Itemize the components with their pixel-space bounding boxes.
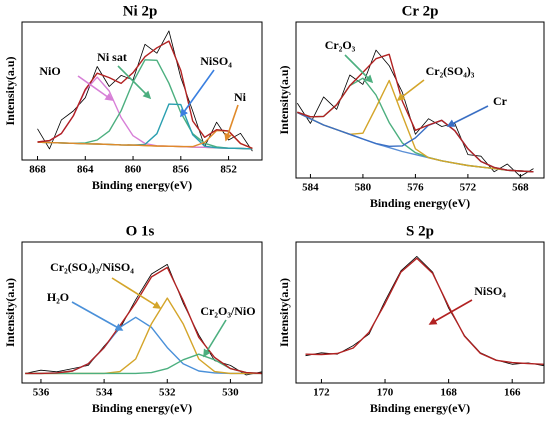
x-axis-label: Binding energy(eV) <box>92 178 192 192</box>
x-tick-label: 572 <box>460 182 477 194</box>
data-line <box>25 264 263 376</box>
y-axis-label: Intensity(a.u) <box>277 65 291 134</box>
panel-title: O 1s <box>126 223 155 239</box>
x-tick-label: 856 <box>173 164 190 176</box>
annotation: Cr₂O₃/NiO <box>200 304 255 318</box>
data-line <box>25 266 263 375</box>
x-tick-label: 536 <box>33 387 50 399</box>
annotation: Cr₂O₃ <box>325 38 356 52</box>
data-line <box>297 111 534 173</box>
data-line <box>305 257 545 365</box>
data-line <box>37 129 253 150</box>
data-line <box>25 353 263 375</box>
annotation: Cr₂(SO₄)₃/NiSO₄ <box>50 260 134 274</box>
plot-frame <box>295 241 545 384</box>
plot-frame <box>295 21 545 179</box>
data-line <box>25 316 262 375</box>
x-tick-label: 852 <box>220 164 237 176</box>
x-tick-label: 172 <box>313 387 330 399</box>
x-axis-label: Binding energy(eV) <box>370 196 470 210</box>
data-line <box>296 49 534 177</box>
annotation-arrow <box>446 105 489 127</box>
panel: Ni 2p 868 864 860 856 852 Binding energy(eV) In… <box>3 3 263 192</box>
annotation-arrow <box>77 75 114 101</box>
y-axis-label: Intensity(a.u) <box>3 278 17 347</box>
panel: S 2p 172 170 168 166 Binding energy(eV) Intens… <box>277 223 545 415</box>
annotation: Cr₂(SO₄)₃ <box>426 64 475 78</box>
plot-frame <box>21 241 263 384</box>
data-line <box>37 59 253 150</box>
panel-title: Ni 2p <box>123 3 158 19</box>
x-tick-label: 868 <box>29 164 46 176</box>
x-tick-label: 534 <box>96 387 113 399</box>
annotation-arrow <box>428 299 473 325</box>
data-line <box>297 77 534 173</box>
panel-title: S 2p <box>406 223 434 239</box>
x-tick-label: 864 <box>77 164 94 176</box>
x-tick-label: 568 <box>512 182 529 194</box>
panel: O 1s 536 534 532 530 Binding energy(eV) Intens… <box>3 223 263 415</box>
panel-title: Cr 2p <box>402 3 439 19</box>
annotation: H₂O <box>47 290 69 304</box>
data-line <box>37 40 253 150</box>
x-tick-label: 860 <box>125 164 142 176</box>
annotation: Cr <box>493 94 508 108</box>
x-axis-label: Binding energy(eV) <box>92 401 192 415</box>
x-tick-label: 168 <box>440 387 457 399</box>
x-tick-label: 576 <box>407 182 424 194</box>
annotation: Ni <box>234 90 247 104</box>
y-axis-label: Intensity(a.u) <box>3 56 17 125</box>
data-line <box>37 30 253 152</box>
annotation: NiSO₄ <box>200 54 232 68</box>
annotation: Ni sat <box>97 50 127 64</box>
x-tick-label: 170 <box>377 387 394 399</box>
x-axis-label: Binding energy(eV) <box>370 401 470 415</box>
annotation-arrow <box>180 69 215 118</box>
x-tick-label: 584 <box>302 182 319 194</box>
x-tick-label: 530 <box>222 387 239 399</box>
y-axis-label: Intensity(a.u) <box>277 278 291 347</box>
panel: Cr 2p 584 580 576 572 568 Binding energy(eV) In… <box>277 3 545 210</box>
annotation: NiSO₄ <box>474 284 506 298</box>
x-tick-label: 166 <box>504 387 521 399</box>
annotation-arrow <box>344 54 374 84</box>
annotation-arrow <box>224 104 239 142</box>
annotation-arrow <box>111 277 162 309</box>
x-tick-label: 580 <box>355 182 372 194</box>
annotation: NiO <box>39 64 60 78</box>
data-line <box>37 76 253 150</box>
annotation-arrow <box>203 319 227 358</box>
data-line <box>297 111 534 173</box>
annotation-arrow <box>396 79 425 101</box>
plot-frame <box>21 21 263 161</box>
annotation-arrow <box>71 301 124 331</box>
data-line <box>37 103 253 150</box>
data-line <box>305 255 545 367</box>
x-tick-label: 532 <box>159 387 176 399</box>
annotation-arrow <box>117 65 152 100</box>
data-line <box>297 53 534 173</box>
